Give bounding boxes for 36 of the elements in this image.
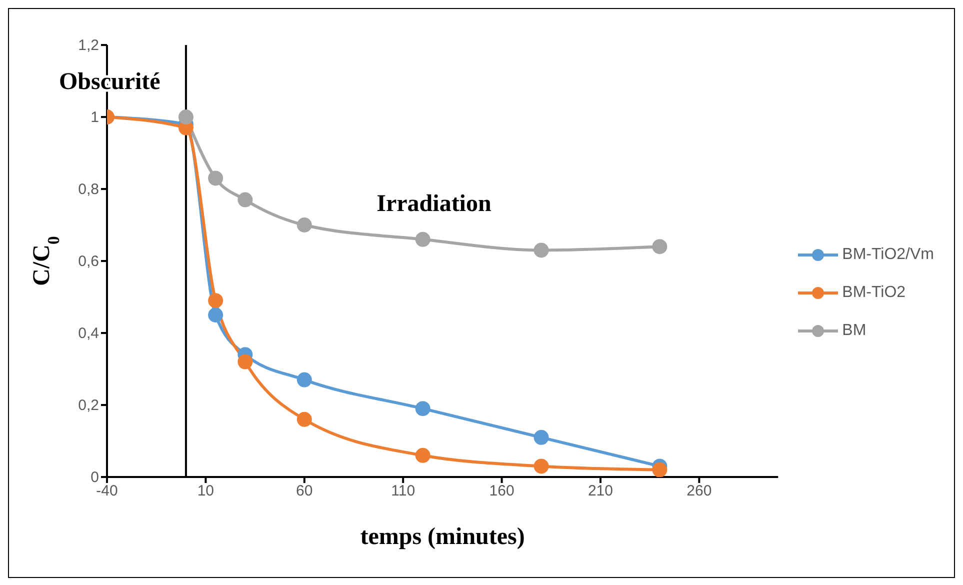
x-axis-title: temps (minutes) bbox=[360, 524, 525, 550]
x-tick-label: 10 bbox=[197, 482, 214, 500]
point bbox=[296, 372, 312, 388]
x-tick-label: 260 bbox=[686, 482, 712, 500]
point bbox=[238, 354, 253, 370]
point bbox=[534, 458, 549, 474]
y-tick-label: 0,4 bbox=[78, 325, 99, 342]
point bbox=[415, 448, 430, 463]
x-tick-label: 160 bbox=[489, 482, 514, 500]
legend-label: BM bbox=[842, 322, 866, 340]
annotation: Irradiation bbox=[376, 191, 492, 217]
x-tick-label: -40 bbox=[96, 482, 118, 500]
point bbox=[415, 232, 430, 247]
point bbox=[238, 192, 253, 208]
point bbox=[534, 430, 549, 445]
x-tick-label: 110 bbox=[391, 482, 416, 500]
legend-label: BM-TiO2 bbox=[842, 284, 906, 302]
point bbox=[208, 308, 224, 322]
point bbox=[296, 218, 312, 232]
y-tick-label: 0,8 bbox=[78, 181, 99, 198]
y-tick-label: 1 bbox=[90, 109, 99, 126]
y-tick-label: 1,2 bbox=[78, 37, 99, 54]
y-tick-label: 0,6 bbox=[78, 253, 99, 270]
legend-label: BM-TiO2/Vm bbox=[842, 246, 934, 264]
point bbox=[296, 412, 312, 427]
point bbox=[652, 239, 668, 254]
point bbox=[208, 293, 224, 308]
point bbox=[208, 170, 224, 186]
x-tick-label: 210 bbox=[588, 482, 613, 500]
point bbox=[534, 242, 549, 258]
point bbox=[415, 401, 430, 416]
x-tick-label: 60 bbox=[296, 482, 313, 500]
point bbox=[652, 462, 668, 477]
y-tick-label: 0,2 bbox=[78, 397, 99, 414]
y-tick-label: 0 bbox=[90, 469, 99, 486]
point bbox=[178, 110, 194, 124]
